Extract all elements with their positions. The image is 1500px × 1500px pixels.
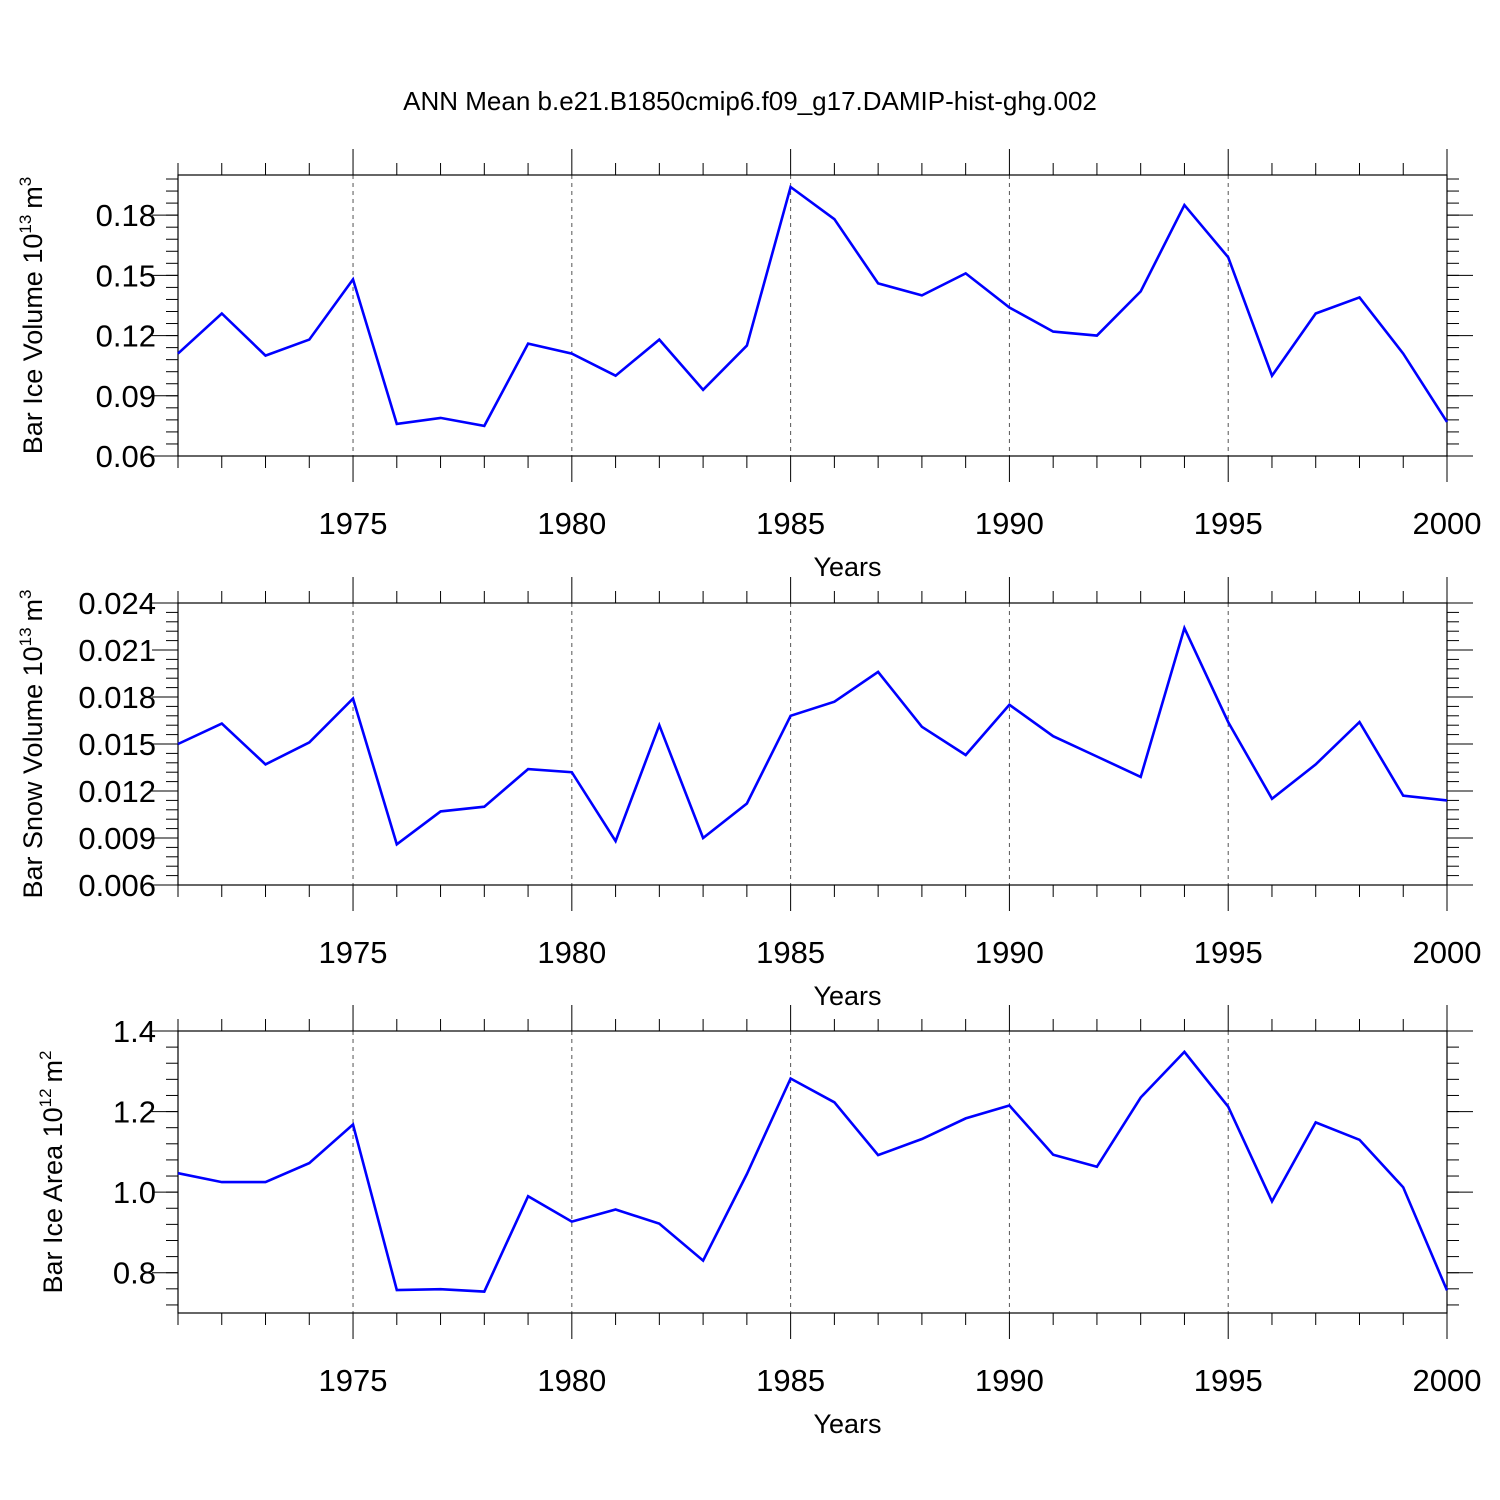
y-axis-label: Bar Ice Area 1012 m2 bbox=[36, 1050, 68, 1293]
y-tick-label: 0.018 bbox=[78, 680, 156, 715]
series-line bbox=[177, 624, 1448, 847]
panel-1: 0.06 0.09 0.12 0.15 0.18 1975 1980 1985 1990 1995… bbox=[16, 149, 1481, 582]
y-axis-label-text: Bar Ice Area 10 bbox=[38, 1107, 68, 1293]
x-tick-label: 1975 bbox=[319, 1363, 388, 1398]
y-tick-label: 0.06 bbox=[96, 439, 156, 474]
y-axis-label: Bar Ice Volume 1013 m3 bbox=[16, 177, 48, 455]
y-tick-label: 1.2 bbox=[113, 1095, 156, 1130]
panel-2: 0.006 0.009 0.012 0.015 0.018 0.021 0.024 1975 1… bbox=[16, 577, 1481, 1011]
y-tick-label: 0.009 bbox=[78, 821, 156, 856]
y-tick-label: 1.0 bbox=[113, 1175, 156, 1210]
panel-3: 0.8 1.0 1.2 1.4 1975 1980 1985 1990 1995 2000 Year… bbox=[36, 1005, 1481, 1439]
x-tick-label: 1995 bbox=[1194, 506, 1263, 541]
y-tick-label: 0.012 bbox=[78, 774, 156, 809]
y-tick-label: 0.006 bbox=[78, 868, 156, 903]
y-axis-label-exponent: 13 bbox=[16, 215, 35, 234]
series-line bbox=[177, 1049, 1449, 1293]
x-axis-label: Years bbox=[813, 552, 881, 582]
y-axis-label-exponent: 13 bbox=[16, 627, 35, 646]
x-tick-label: 1980 bbox=[537, 506, 606, 541]
y-axis-label-unit-exponent: 3 bbox=[16, 589, 35, 598]
plot-frame bbox=[177, 174, 1448, 457]
x-tick-label: 1985 bbox=[756, 506, 825, 541]
x-tick-label: 2000 bbox=[1413, 1363, 1482, 1398]
x-tick-label: 1990 bbox=[975, 935, 1044, 970]
chart-title: ANN Mean b.e21.B1850cmip6.f09_g17.DAMIP-… bbox=[403, 86, 1097, 116]
x-tick-label: 2000 bbox=[1413, 506, 1482, 541]
x-tick-label: 1995 bbox=[1194, 935, 1263, 970]
x-axis-label: Years bbox=[813, 981, 881, 1011]
x-tick-label: 1980 bbox=[537, 935, 606, 970]
series-line bbox=[177, 184, 1449, 428]
plot-frame bbox=[177, 602, 1448, 886]
x-tick-label: 1980 bbox=[537, 1363, 606, 1398]
y-axis-label-unit: m bbox=[18, 186, 48, 209]
y-axis-label-exponent: 12 bbox=[36, 1088, 55, 1107]
y-axis-label-unit-exponent: 3 bbox=[16, 177, 35, 186]
y-tick-label: 0.09 bbox=[96, 379, 156, 414]
plot-frame bbox=[177, 1030, 1448, 1314]
x-tick-label: 1975 bbox=[319, 506, 388, 541]
x-tick-label: 1985 bbox=[756, 935, 825, 970]
x-tick-label: 1990 bbox=[975, 1363, 1044, 1398]
y-axis-label-text: Bar Ice Volume 10 bbox=[18, 234, 48, 455]
y-axis-label: Bar Snow Volume 1013 m3 bbox=[16, 589, 48, 898]
y-tick-label: 0.015 bbox=[78, 727, 156, 762]
y-tick-label: 0.021 bbox=[78, 633, 156, 668]
y-axis-label-unit: m bbox=[18, 599, 48, 622]
y-tick-label: 0.8 bbox=[113, 1256, 156, 1291]
y-tick-label: 1.4 bbox=[113, 1014, 156, 1049]
y-tick-label: 0.12 bbox=[96, 319, 156, 354]
x-tick-label: 1985 bbox=[756, 1363, 825, 1398]
y-axis-label-unit-exponent: 2 bbox=[36, 1050, 55, 1059]
y-tick-label: 0.024 bbox=[78, 586, 156, 621]
y-axis-label-text: Bar Snow Volume 10 bbox=[18, 646, 48, 898]
x-tick-label: 1975 bbox=[319, 935, 388, 970]
x-tick-label: 1990 bbox=[975, 506, 1044, 541]
x-axis-label: Years bbox=[813, 1409, 881, 1439]
y-tick-label: 0.18 bbox=[96, 198, 156, 233]
x-tick-label: 1995 bbox=[1194, 1363, 1263, 1398]
y-axis-label-unit: m bbox=[38, 1060, 68, 1083]
x-tick-label: 2000 bbox=[1413, 935, 1482, 970]
y-tick-label: 0.15 bbox=[96, 258, 156, 293]
